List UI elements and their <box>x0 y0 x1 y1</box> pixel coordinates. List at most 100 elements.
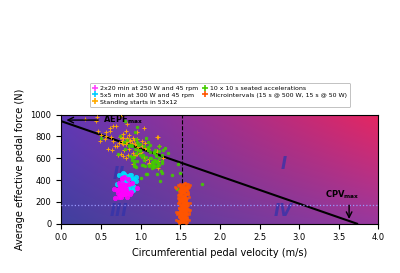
Point <box>180 204 187 208</box>
Point <box>133 165 140 169</box>
Point <box>182 202 189 207</box>
Point <box>150 160 156 164</box>
Point <box>146 161 153 165</box>
Point <box>179 185 186 189</box>
Point <box>123 181 130 186</box>
Point <box>154 159 161 163</box>
Point <box>137 150 144 155</box>
Point <box>175 196 181 200</box>
Point <box>116 173 122 177</box>
Point <box>182 181 188 186</box>
Point <box>180 213 187 218</box>
Point <box>178 186 184 191</box>
Point <box>177 191 184 195</box>
Point <box>125 153 131 158</box>
Point <box>176 211 183 215</box>
Point <box>180 201 186 206</box>
Point <box>181 203 188 207</box>
Point <box>181 203 188 207</box>
Point <box>184 185 190 190</box>
Point <box>125 180 131 185</box>
Point <box>120 177 126 182</box>
Point <box>172 185 178 189</box>
Point <box>120 142 126 147</box>
Point <box>144 145 151 150</box>
Point <box>178 195 184 200</box>
Point <box>154 149 160 153</box>
Point <box>142 146 148 150</box>
Point <box>127 192 133 196</box>
Point <box>129 144 136 149</box>
Point <box>123 142 129 147</box>
Point <box>181 190 188 194</box>
Point <box>117 114 124 118</box>
Point <box>180 185 187 189</box>
Point <box>181 201 187 205</box>
Point <box>141 155 148 159</box>
Point <box>146 164 152 168</box>
Point <box>179 205 186 209</box>
Point <box>178 197 184 202</box>
Point <box>154 163 161 167</box>
Point <box>129 141 136 146</box>
Point <box>182 210 188 214</box>
Point <box>180 218 186 222</box>
Point <box>183 192 190 196</box>
Point <box>180 188 186 192</box>
Point <box>93 119 100 123</box>
Point <box>126 147 132 152</box>
Point <box>132 142 138 146</box>
X-axis label: Circumferential pedal velocity (m/s): Circumferential pedal velocity (m/s) <box>132 248 308 258</box>
Point <box>117 134 124 138</box>
Point <box>134 143 141 147</box>
Point <box>181 196 187 201</box>
Point <box>178 219 184 224</box>
Point <box>117 183 124 187</box>
Point <box>182 220 189 225</box>
Point <box>177 199 183 203</box>
Point <box>181 208 188 213</box>
Point <box>184 182 191 186</box>
Point <box>174 186 180 191</box>
Point <box>185 203 191 207</box>
Point <box>94 129 101 133</box>
Point <box>178 189 185 194</box>
Point <box>146 163 152 168</box>
Point <box>181 202 188 207</box>
Point <box>124 137 130 141</box>
Point <box>178 216 185 221</box>
Point <box>169 173 175 177</box>
Point <box>180 217 186 221</box>
Point <box>176 183 183 187</box>
Point <box>127 176 134 180</box>
Point <box>156 156 162 160</box>
Point <box>98 132 104 137</box>
Point <box>123 129 129 133</box>
Point <box>118 176 125 180</box>
Point <box>181 187 188 191</box>
Point <box>120 190 127 194</box>
Point <box>182 197 188 201</box>
Point <box>136 151 143 155</box>
Point <box>124 186 130 190</box>
Point <box>158 171 165 175</box>
Point <box>183 200 190 204</box>
Point <box>145 156 152 161</box>
Point <box>178 189 184 193</box>
Point <box>183 207 190 211</box>
Point <box>183 218 190 222</box>
Point <box>174 219 181 223</box>
Point <box>179 210 185 215</box>
Point <box>150 164 156 168</box>
Point <box>151 150 158 154</box>
Point <box>120 185 127 189</box>
Point <box>185 192 191 197</box>
Point <box>132 179 139 183</box>
Point <box>134 130 140 134</box>
Point <box>179 200 186 205</box>
Point <box>131 177 138 182</box>
Point <box>116 186 123 190</box>
Point <box>178 193 185 198</box>
Point <box>184 212 191 216</box>
Point <box>186 210 192 215</box>
